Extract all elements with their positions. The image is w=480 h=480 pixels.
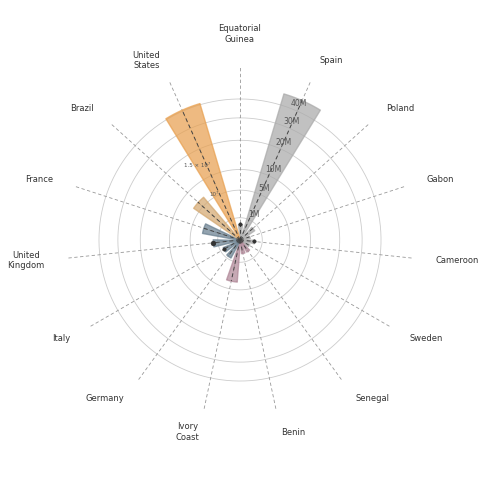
- Text: United
Kingdom: United Kingdom: [8, 251, 45, 270]
- Text: 5M: 5M: [258, 184, 269, 193]
- Text: 1M: 1M: [248, 210, 259, 219]
- Text: Gabon: Gabon: [427, 175, 454, 184]
- Text: 10⁷: 10⁷: [209, 192, 218, 197]
- Text: Cameroon: Cameroon: [435, 256, 479, 265]
- Text: United
States: United States: [132, 51, 160, 71]
- Text: Sweden: Sweden: [410, 334, 444, 343]
- Text: Brazil: Brazil: [71, 104, 94, 113]
- Text: 20M: 20M: [276, 138, 292, 147]
- Text: 40M: 40M: [290, 99, 307, 108]
- Text: Senegal: Senegal: [355, 394, 389, 403]
- Text: Italy: Italy: [52, 334, 70, 343]
- Text: France: France: [25, 175, 53, 184]
- Text: Equatorial
Guinea: Equatorial Guinea: [218, 24, 262, 44]
- Text: 1.5 × 10⁷: 1.5 × 10⁷: [184, 163, 210, 168]
- Text: Germany: Germany: [86, 394, 125, 403]
- Text: Benin: Benin: [281, 428, 305, 436]
- Text: 30M: 30M: [284, 117, 300, 126]
- Text: Poland: Poland: [386, 104, 414, 113]
- Text: Spain: Spain: [320, 56, 343, 65]
- Text: Ivory
Coast: Ivory Coast: [175, 422, 199, 442]
- Text: 10M: 10M: [265, 165, 281, 174]
